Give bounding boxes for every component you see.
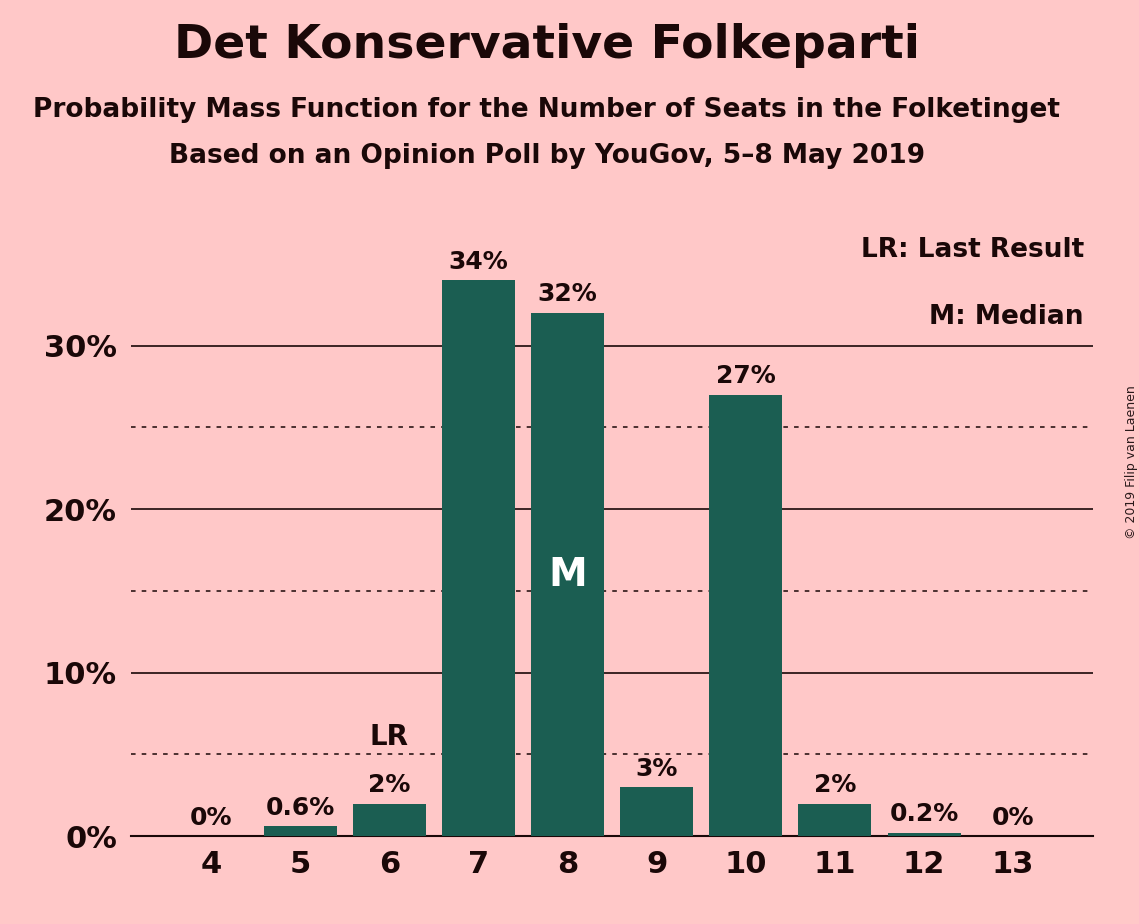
Bar [353, 804, 426, 836]
Bar [887, 833, 960, 836]
Bar [442, 280, 515, 836]
Bar [710, 395, 782, 836]
Text: 0.2%: 0.2% [890, 802, 959, 826]
Text: 0%: 0% [992, 806, 1034, 830]
Text: © 2019 Filip van Laenen: © 2019 Filip van Laenen [1124, 385, 1138, 539]
Text: Det Konservative Folkeparti: Det Konservative Folkeparti [174, 23, 919, 68]
Text: Probability Mass Function for the Number of Seats in the Folketinget: Probability Mass Function for the Number… [33, 97, 1060, 123]
Text: LR: Last Result: LR: Last Result [861, 237, 1084, 263]
Text: Based on an Opinion Poll by YouGov, 5–8 May 2019: Based on an Opinion Poll by YouGov, 5–8 … [169, 143, 925, 169]
Text: 32%: 32% [538, 282, 598, 306]
Text: 0.6%: 0.6% [265, 796, 335, 820]
Text: 2%: 2% [813, 773, 857, 797]
Text: 2%: 2% [368, 773, 411, 797]
Bar [798, 804, 871, 836]
Bar [531, 313, 604, 836]
Text: LR: LR [370, 723, 409, 751]
Text: 34%: 34% [449, 249, 508, 274]
Text: M: M [548, 555, 587, 593]
Text: M: Median: M: Median [929, 304, 1084, 330]
Text: 27%: 27% [716, 364, 776, 388]
Bar [264, 826, 337, 836]
Text: 3%: 3% [636, 757, 678, 781]
Bar [621, 787, 694, 836]
Text: 0%: 0% [190, 806, 232, 830]
